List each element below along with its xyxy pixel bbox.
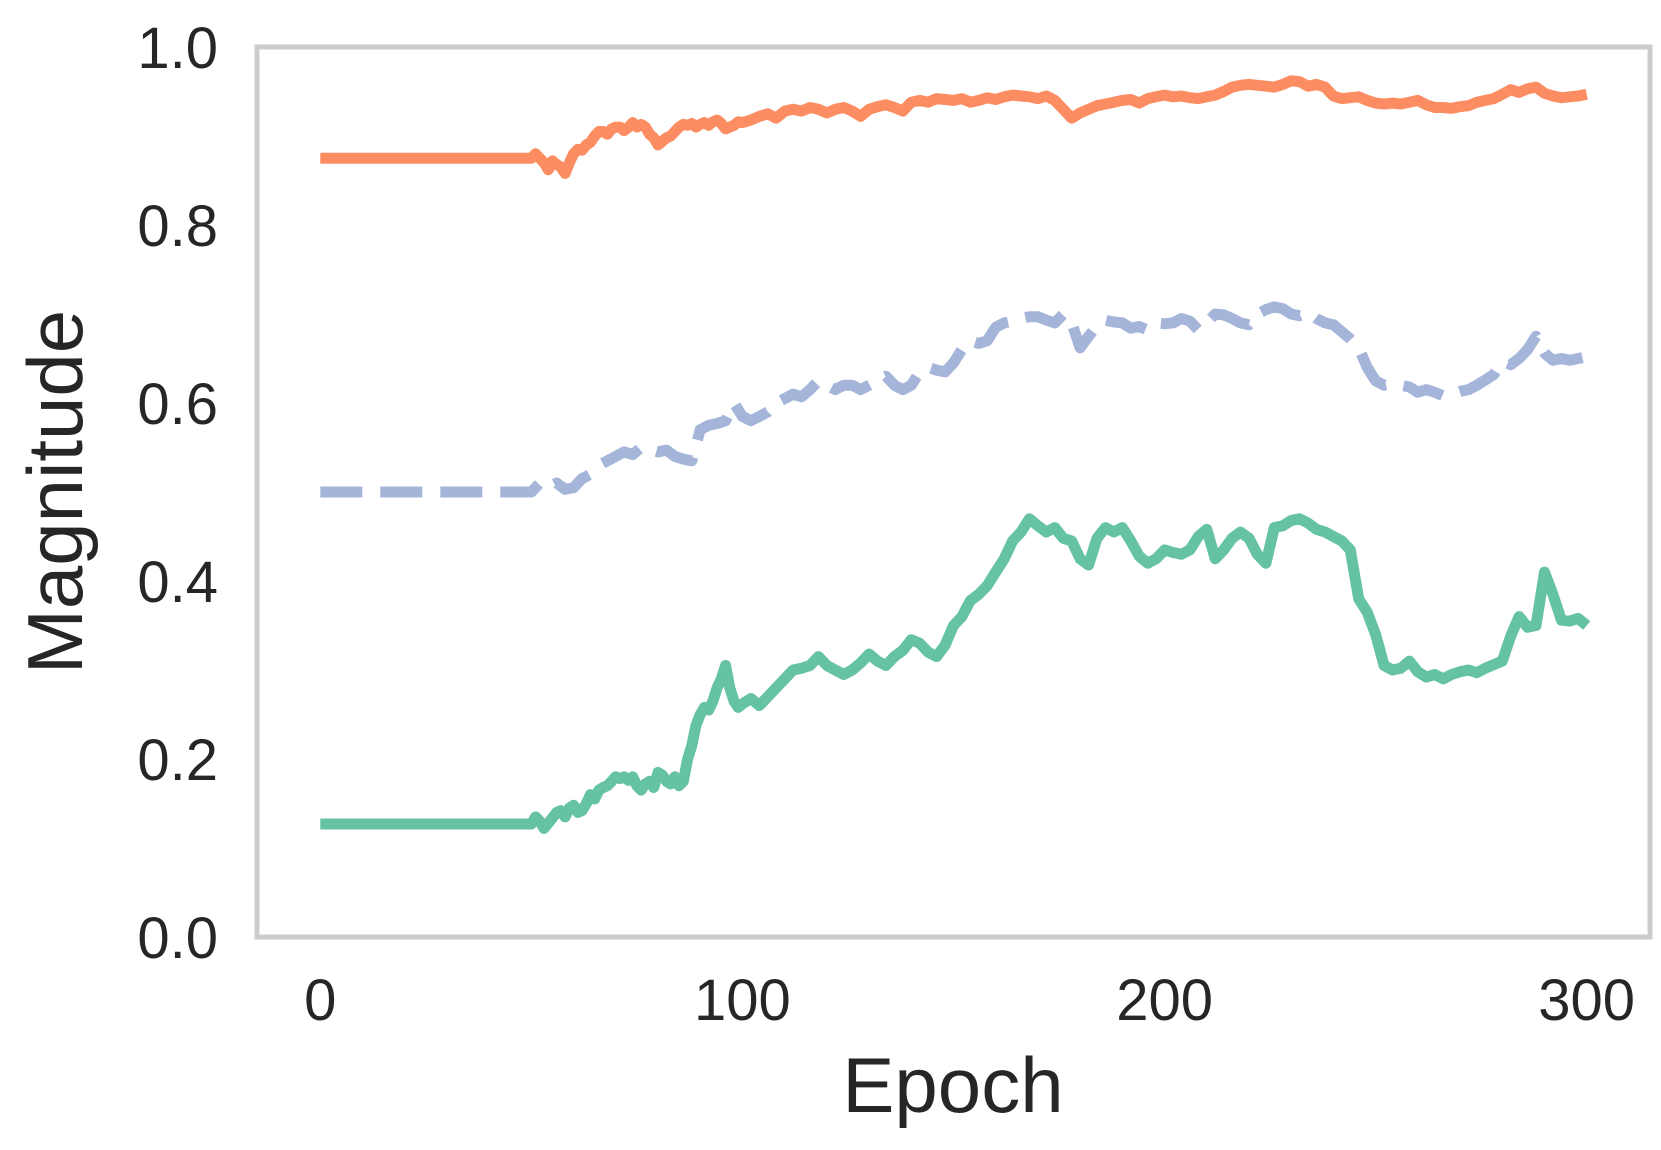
y-axis-label: Magnitude xyxy=(11,310,99,674)
y-tick-label: 0.8 xyxy=(137,194,218,259)
y-tick-label: 0.4 xyxy=(137,550,218,615)
series-line-3 xyxy=(320,513,1591,834)
x-tick-labels: 0 100 200 300 xyxy=(304,968,1635,1033)
series-line-2 xyxy=(320,301,1588,498)
y-tick-labels: 0.0 0.2 0.4 0.6 0.8 1.0 xyxy=(137,16,218,971)
y-tick-label: 0.2 xyxy=(137,728,218,793)
series-layer xyxy=(320,75,1591,834)
plot-frame xyxy=(254,44,1653,940)
series-line-1 xyxy=(320,75,1588,179)
y-tick-label: 1.0 xyxy=(137,16,218,81)
x-tick-label: 100 xyxy=(694,968,791,1033)
x-tick-label: 300 xyxy=(1538,968,1635,1033)
x-tick-label: 0 xyxy=(304,968,336,1033)
x-axis-label: Epoch xyxy=(842,1041,1063,1129)
y-tick-label: 0.0 xyxy=(137,906,218,971)
x-tick-label: 200 xyxy=(1116,968,1213,1033)
y-tick-label: 0.6 xyxy=(137,372,218,437)
